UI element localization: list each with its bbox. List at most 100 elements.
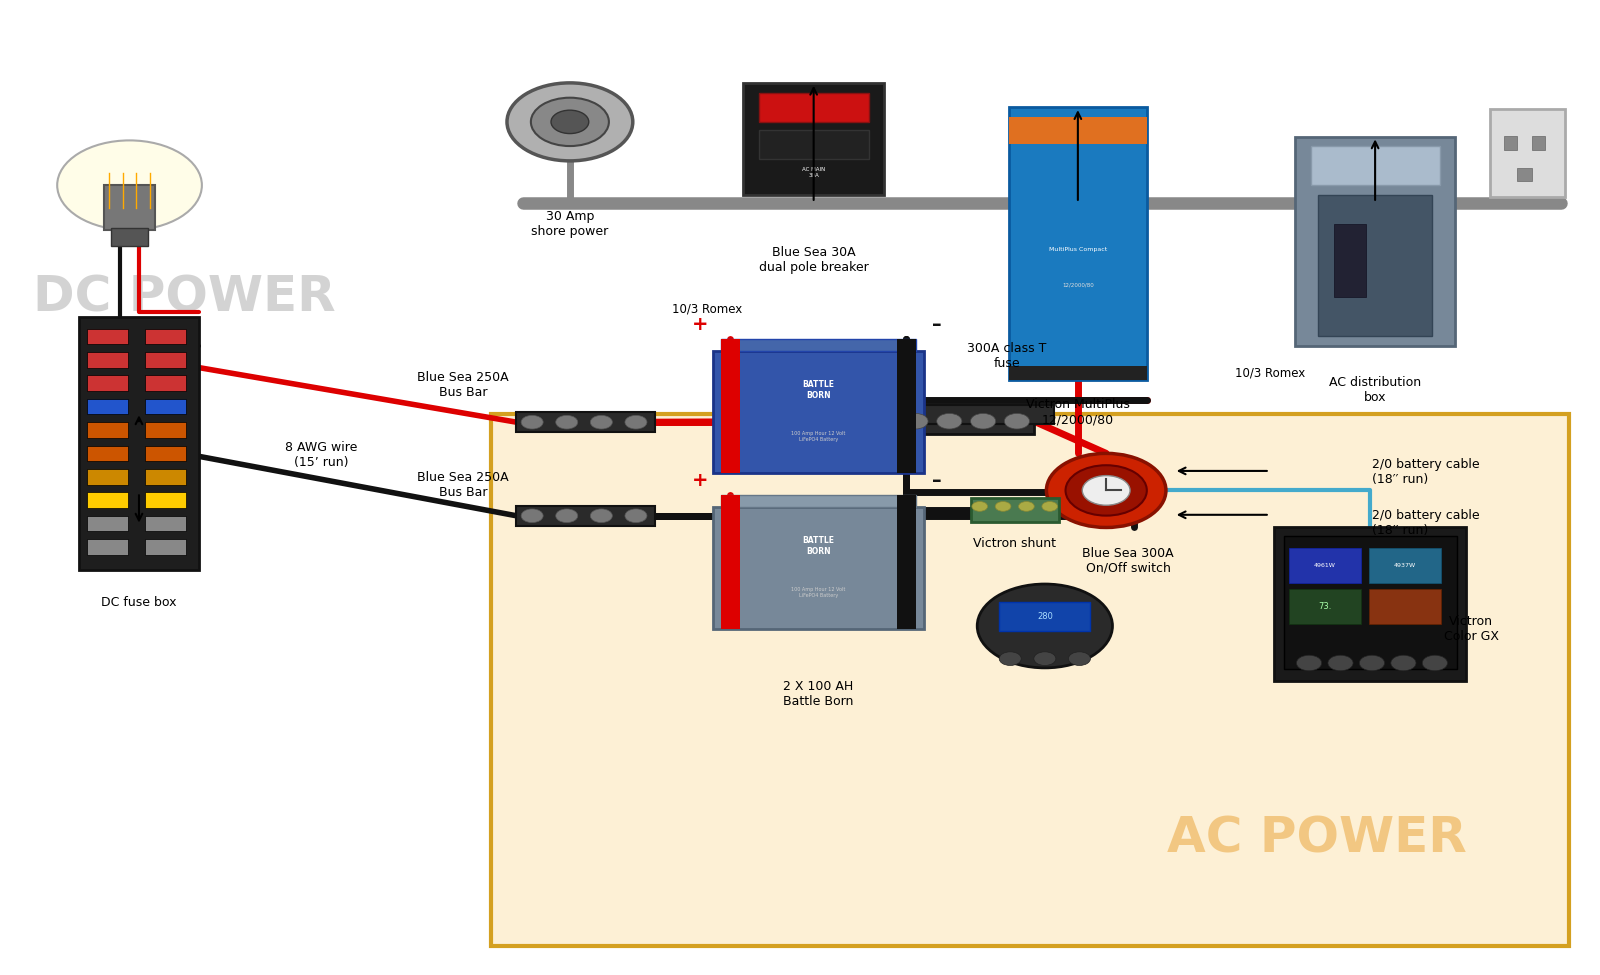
Bar: [86, 469, 128, 485]
Bar: [86, 446, 128, 461]
Text: 300A class T
fuse: 300A class T fuse: [968, 342, 1046, 370]
Bar: [86, 399, 128, 414]
Bar: [1517, 168, 1533, 181]
Circle shape: [1082, 476, 1130, 505]
Circle shape: [626, 509, 646, 523]
Circle shape: [1066, 465, 1147, 516]
Bar: [146, 375, 186, 391]
Text: Blue Sea 250A
Bus Bar: Blue Sea 250A Bus Bar: [418, 371, 509, 399]
Bar: [1288, 589, 1362, 624]
Bar: [1008, 117, 1147, 144]
Circle shape: [555, 415, 578, 429]
Bar: [722, 495, 739, 629]
Bar: [1000, 602, 1091, 631]
Bar: [1370, 548, 1442, 583]
Text: AC MAIN
30A: AC MAIN 30A: [802, 167, 826, 178]
Text: 100 Amp Hour 12 Volt
LiFePO4 Battery: 100 Amp Hour 12 Volt LiFePO4 Battery: [790, 587, 845, 598]
Circle shape: [978, 584, 1112, 668]
Circle shape: [936, 413, 962, 429]
Bar: [146, 469, 186, 485]
Text: Blue Sea 300A
On/Off switch: Blue Sea 300A On/Off switch: [1082, 547, 1174, 574]
Circle shape: [1042, 501, 1058, 511]
Text: AC POWER: AC POWER: [1166, 814, 1467, 863]
Circle shape: [590, 415, 613, 429]
Circle shape: [1390, 655, 1416, 671]
Bar: [1334, 224, 1366, 297]
Text: 4937W: 4937W: [1394, 563, 1416, 568]
Bar: [517, 412, 654, 432]
Circle shape: [971, 501, 987, 511]
Bar: [1533, 136, 1546, 149]
Circle shape: [522, 415, 542, 429]
Circle shape: [1360, 655, 1384, 671]
Text: Blue Sea 250A
Bus Bar: Blue Sea 250A Bus Bar: [418, 471, 509, 498]
Circle shape: [531, 98, 610, 146]
Circle shape: [1296, 655, 1322, 671]
Bar: [104, 185, 155, 230]
Bar: [86, 329, 128, 344]
Text: DC POWER: DC POWER: [34, 273, 336, 322]
Text: 73.: 73.: [1318, 602, 1331, 611]
Text: +: +: [693, 471, 709, 490]
Text: 280: 280: [1037, 611, 1053, 621]
Text: 2/0 battery cable
(18′′ run): 2/0 battery cable (18′′ run): [1371, 458, 1480, 486]
Circle shape: [1000, 652, 1021, 666]
Circle shape: [1019, 501, 1034, 511]
Circle shape: [590, 509, 613, 523]
Bar: [714, 507, 923, 629]
Bar: [86, 539, 128, 555]
Circle shape: [902, 413, 928, 429]
Text: Victron
Color GX: Victron Color GX: [1443, 615, 1499, 643]
Bar: [898, 495, 915, 629]
Text: 12/2000/80: 12/2000/80: [1062, 282, 1094, 288]
Circle shape: [1069, 652, 1091, 666]
Text: 2 X 100 AH
Battle Born: 2 X 100 AH Battle Born: [782, 681, 853, 708]
Bar: [491, 414, 1568, 946]
Bar: [146, 422, 186, 438]
Bar: [714, 351, 923, 473]
Bar: [1275, 526, 1466, 681]
Bar: [146, 516, 186, 531]
Bar: [722, 495, 915, 507]
Text: 100 Amp Hour 12 Volt
LiFePO4 Battery: 100 Amp Hour 12 Volt LiFePO4 Battery: [790, 431, 845, 442]
Text: 2/0 battery cable
(18′′ run): 2/0 battery cable (18′′ run): [1371, 509, 1480, 536]
Text: 10/3 Romex: 10/3 Romex: [1235, 367, 1306, 380]
Bar: [86, 352, 128, 368]
Bar: [86, 422, 128, 438]
Text: DC fuse box: DC fuse box: [101, 596, 176, 609]
Circle shape: [522, 509, 542, 523]
Bar: [80, 317, 198, 570]
Text: +: +: [693, 315, 709, 334]
Bar: [1318, 195, 1432, 336]
Text: Victron MultiPlus
12/2000/80: Victron MultiPlus 12/2000/80: [1026, 399, 1130, 426]
Text: 10/3 Romex: 10/3 Romex: [672, 302, 742, 316]
Bar: [899, 409, 1034, 434]
Bar: [971, 498, 1059, 522]
Bar: [146, 539, 186, 555]
Circle shape: [1422, 655, 1448, 671]
Text: AC distribution
box: AC distribution box: [1330, 376, 1421, 404]
Bar: [146, 352, 186, 368]
Circle shape: [995, 501, 1011, 511]
Bar: [758, 93, 869, 122]
Bar: [1310, 146, 1440, 185]
Bar: [1370, 589, 1442, 624]
Bar: [722, 339, 915, 351]
Bar: [1504, 136, 1517, 149]
Bar: [146, 329, 186, 344]
Bar: [146, 492, 186, 508]
Bar: [898, 339, 915, 473]
Bar: [86, 516, 128, 531]
Circle shape: [971, 413, 995, 429]
Circle shape: [1034, 652, 1056, 666]
Circle shape: [58, 140, 202, 230]
Text: BATTLE
BORN: BATTLE BORN: [802, 536, 834, 556]
Bar: [1490, 109, 1565, 197]
Bar: [722, 339, 739, 473]
Text: 4961W: 4961W: [1314, 563, 1336, 568]
Text: 8 AWG wire
(15’ run): 8 AWG wire (15’ run): [285, 442, 357, 469]
Bar: [765, 498, 904, 518]
Bar: [758, 130, 869, 159]
Text: MultiPlus Compact: MultiPlus Compact: [1048, 247, 1107, 252]
Bar: [915, 405, 1054, 424]
